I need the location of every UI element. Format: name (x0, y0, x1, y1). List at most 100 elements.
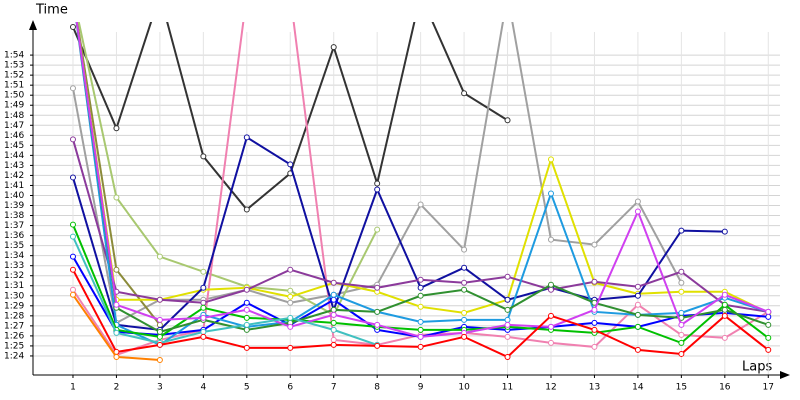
x-tick-label: 7 (331, 383, 337, 393)
point (417, 333, 424, 340)
point (547, 190, 554, 197)
point (374, 342, 381, 349)
y-tick-label: 1:42 (4, 171, 24, 181)
point (113, 266, 120, 273)
point (504, 333, 511, 340)
point (69, 85, 76, 92)
point (330, 326, 337, 333)
point (634, 323, 641, 330)
point (330, 44, 337, 51)
point (243, 321, 250, 328)
point (374, 226, 381, 233)
point (200, 333, 207, 340)
point (243, 306, 250, 313)
point (721, 301, 728, 308)
point (678, 321, 685, 328)
y-tick-label: 1:38 (4, 211, 24, 221)
point (765, 334, 772, 341)
point (547, 286, 554, 293)
point (591, 278, 598, 285)
point (287, 287, 294, 294)
x-tick-label: 12 (545, 383, 556, 393)
point (547, 236, 554, 243)
point (330, 279, 337, 286)
point (721, 228, 728, 235)
x-tick-label: 17 (763, 383, 774, 393)
y-tick-label: 1:40 (4, 191, 24, 201)
point (156, 333, 163, 340)
series-line (77, 22, 379, 317)
y-tick-label: 1:28 (4, 311, 24, 321)
x-tick-label: 6 (287, 383, 293, 393)
y-tick-label: 1:52 (4, 71, 24, 81)
point (113, 329, 120, 336)
point (374, 284, 381, 291)
point (721, 306, 728, 313)
point (243, 314, 250, 321)
point (156, 296, 163, 303)
point (591, 306, 598, 313)
point (330, 311, 337, 318)
point (634, 311, 641, 318)
y-tick-label: 1:32 (4, 271, 24, 281)
point (374, 180, 381, 187)
point (591, 326, 598, 333)
plot-area (69, 22, 772, 363)
point (374, 308, 381, 315)
point (678, 350, 685, 357)
point (287, 161, 294, 168)
point (504, 321, 511, 328)
point (69, 174, 76, 181)
point (417, 318, 424, 325)
point (69, 233, 76, 240)
point (547, 156, 554, 163)
x-tick-label: 2 (114, 383, 120, 393)
point (417, 276, 424, 283)
point (69, 291, 76, 298)
point (69, 136, 76, 143)
point (678, 288, 685, 295)
point (591, 241, 598, 248)
y-tick-label: 1:51 (4, 81, 24, 91)
point (243, 326, 250, 333)
y-axis-title: Time (35, 3, 68, 18)
point (417, 284, 424, 291)
y-tick-label: 1:31 (4, 281, 24, 291)
point (374, 186, 381, 193)
point (721, 291, 728, 298)
x-axis-title: Laps (742, 360, 772, 375)
point (504, 316, 511, 323)
x-tick-label: 15 (676, 383, 687, 393)
point (678, 339, 685, 346)
y-tick-label: 1:25 (4, 341, 24, 351)
point (287, 323, 294, 330)
x-tick-label: 5 (244, 383, 250, 393)
y-tick-label: 1:37 (4, 221, 24, 231)
y-tick-label: 1:49 (4, 101, 24, 111)
y-axis-arrow (29, 20, 37, 30)
point (591, 343, 598, 350)
point (634, 198, 641, 205)
point (461, 90, 468, 97)
x-tick-label: 16 (719, 383, 731, 393)
point (113, 353, 120, 360)
point (547, 339, 554, 346)
point (156, 341, 163, 348)
point (69, 286, 76, 293)
point (461, 333, 468, 340)
y-tick-label: 1:44 (4, 151, 24, 161)
point (417, 292, 424, 299)
point (69, 253, 76, 260)
x-axis-arrow (780, 371, 790, 379)
point (200, 304, 207, 311)
point (765, 308, 772, 315)
point (547, 312, 554, 319)
y-tick-label: 1:30 (4, 291, 24, 301)
point (504, 306, 511, 313)
point (243, 134, 250, 141)
series-line (72, 135, 725, 331)
point (156, 253, 163, 260)
point (113, 301, 120, 308)
point (504, 117, 511, 124)
y-tick-label: 1:34 (4, 251, 24, 261)
